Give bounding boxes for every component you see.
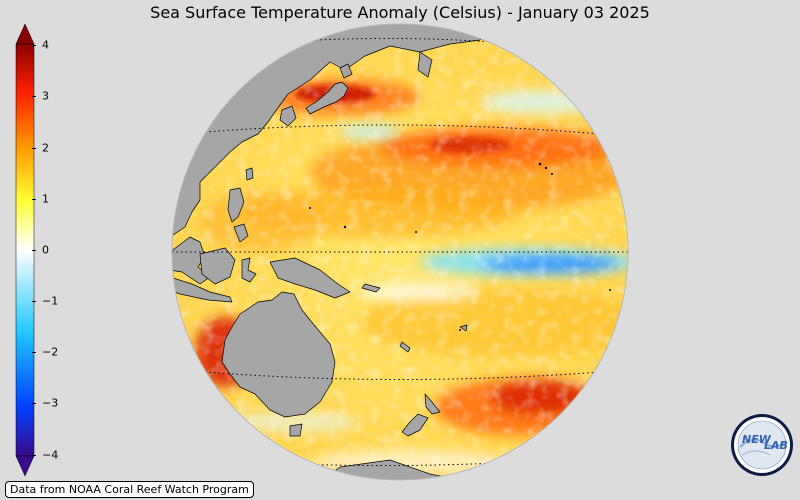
colorbar-tick-label: 4 (42, 38, 49, 52)
colorbar-tick-label: 3 (42, 89, 49, 103)
data-credit-label: Data from NOAA Coral Reef Watch Program (5, 481, 254, 498)
logo-text-right: LAB (764, 439, 788, 452)
colorbar (15, 24, 35, 476)
colorbar-tick-label: 2 (42, 141, 49, 155)
small-islands (309, 162, 611, 331)
land-borneo (199, 247, 236, 285)
land-japan (305, 81, 349, 115)
colorbar-bottom-extension (15, 455, 35, 476)
land-australia (221, 291, 336, 418)
colorbar-tick-label: −1 (42, 294, 59, 308)
land-new-guinea (269, 257, 351, 299)
globe-map (171, 23, 629, 481)
land-new-zealand (424, 393, 441, 415)
colorbar-tick-label: 0 (42, 243, 49, 257)
colorbar-tick-label: −4 (42, 448, 59, 462)
logo-text-left: NEW (742, 433, 772, 446)
map-title: Sea Surface Temperature Anomaly (Celsius… (150, 3, 650, 22)
land-philippines (227, 187, 245, 223)
colorbar-top-extension (15, 24, 35, 45)
newlab-logo: NEW LAB (731, 414, 793, 476)
colorbar-tick-label: 1 (42, 192, 49, 206)
colorbar-tick-label: −2 (42, 345, 59, 359)
colorbar-tick-label: −3 (42, 396, 59, 410)
land-north-america (499, 24, 628, 63)
